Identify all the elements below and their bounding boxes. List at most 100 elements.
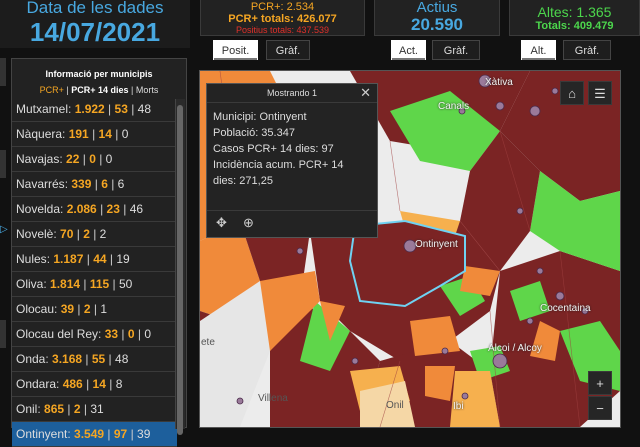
separator: :: [59, 152, 67, 166]
expand-arrow-icon[interactable]: ▷: [0, 224, 8, 235]
pcr-count: 39: [60, 302, 75, 316]
left-edge-tab: [0, 320, 6, 348]
tab-altes[interactable]: Alt.: [521, 40, 556, 60]
legend-sep: |: [128, 85, 136, 95]
municipality-list-panel: Informació per municipis PCR+ | PCR+ 14 …: [11, 58, 187, 447]
tab-actius[interactable]: Act.: [391, 40, 426, 60]
pcr14-count: 0: [127, 327, 135, 341]
pcr-count: 2.086: [66, 202, 97, 216]
separator: :: [60, 202, 67, 216]
pcr14-count: 14: [98, 127, 112, 141]
municipality-name: Onil: [16, 402, 38, 416]
pcr-count: 1.814: [50, 277, 81, 291]
separator: |: [79, 152, 90, 166]
separator: |: [64, 402, 74, 416]
list-item[interactable]: Mutxamel: 1.922 | 53 | 48: [12, 97, 177, 122]
left-edge-tab: [0, 150, 6, 178]
municipality-rows: Mutxamel: 1.922 | 53 | 48 Nàquera: 191 | …: [12, 97, 177, 447]
list-scroll-thumb[interactable]: [177, 105, 183, 435]
list-item[interactable]: Navarrés: 339 | 6 | 6: [12, 172, 177, 197]
list-item[interactable]: Oliva: 1.814 | 115 | 50: [12, 272, 177, 297]
pcr14-count: 55: [91, 352, 106, 366]
pcr14-count: 23: [106, 202, 120, 216]
separator: :: [45, 352, 53, 366]
separator: |: [91, 177, 102, 191]
pcr14-count: 2: [73, 402, 81, 416]
list-item[interactable]: Onda: 3.168 | 55 | 48: [12, 347, 177, 372]
separator: |: [111, 127, 122, 141]
municipality-name: Nàquera: [16, 127, 63, 141]
legend-sep: |: [63, 85, 72, 95]
separator: |: [95, 152, 106, 166]
deaths-count: 48: [115, 352, 129, 366]
positives-total: Positius totals: 437.539: [235, 25, 330, 35]
tab-positius[interactable]: Posit.: [213, 40, 258, 60]
map-label-onil: Onil: [386, 400, 404, 411]
legend-list-icon[interactable]: ☰: [588, 81, 612, 105]
home-icon[interactable]: ⌂: [560, 81, 584, 105]
list-item[interactable]: Ondara: 486 | 14 | 8: [12, 372, 177, 397]
municipality-name: Nules: [16, 252, 47, 266]
separator: |: [80, 402, 91, 416]
pan-icon[interactable]: ✥: [216, 215, 227, 230]
popup-title: Mostrando 1: [266, 88, 318, 98]
pcr14-count: 97: [113, 427, 128, 441]
tab-actius-graf[interactable]: Gràf.: [432, 40, 480, 60]
pcr-panel: PCR+: 2.534 PCR+ totals: 426.077 Positiu…: [200, 0, 365, 36]
map-label-villena: Villena: [258, 393, 288, 404]
deaths-count: 48: [137, 102, 152, 116]
deaths-count: 46: [129, 202, 144, 216]
separator: |: [134, 327, 145, 341]
zoom-in-button[interactable]: +: [588, 371, 612, 395]
separator: :: [98, 327, 105, 341]
pcr-today: PCR+: 2.534: [250, 1, 315, 13]
separator: |: [83, 252, 94, 266]
deaths-count: 19: [116, 252, 130, 266]
list-scrollbar[interactable]: [175, 99, 185, 435]
separator: |: [88, 127, 99, 141]
map-label-ontinyent: Ontinyent: [415, 239, 458, 250]
pcr14-count: 53: [114, 102, 128, 116]
popup-casos: Casos PCR+ 14 dies: 97: [213, 143, 334, 155]
municipality-name: Mutxamel: [16, 102, 69, 116]
zoom-to-icon[interactable]: ⊕: [243, 215, 254, 230]
close-icon[interactable]: ✕: [360, 85, 371, 100]
separator: :: [54, 302, 61, 316]
pcr-count: 865: [44, 402, 65, 416]
list-item[interactable]: Novelda: 2.086 | 23 | 46: [12, 197, 177, 222]
tab-pcr-graf[interactable]: Gràf.: [266, 40, 310, 60]
pcr14-count: 0: [89, 152, 96, 166]
separator: |: [104, 427, 114, 441]
list-item[interactable]: Nules: 1.187 | 44 | 19: [12, 247, 177, 272]
municipality-name: Oliva: [16, 277, 44, 291]
list-item[interactable]: Onil: 865 | 2 | 31: [12, 397, 177, 422]
popup-municipi: Municipi: Ontinyent: [213, 111, 307, 123]
municipality-name: Ontinyent: [16, 427, 68, 441]
deaths-count: 6: [117, 177, 125, 191]
deaths-count: 1: [100, 302, 108, 316]
actius-title: Actius: [416, 0, 458, 16]
altes-panel: Altes: 1.365 Totals: 409.479: [509, 0, 640, 36]
list-item[interactable]: Olocau del Rey: 33 | 0 | 0: [12, 322, 177, 347]
pcr-count: 22: [66, 152, 80, 166]
list-item[interactable]: Olocau: 39 | 2 | 1: [12, 297, 177, 322]
list-item[interactable]: Navajas: 22 | 0 | 0: [12, 147, 177, 172]
tab-altes-graf[interactable]: Gràf.: [563, 40, 611, 60]
zoom-out-button[interactable]: −: [588, 396, 612, 420]
municipality-name: Olocau del Rey: [16, 327, 99, 341]
pcr14-count: 2: [83, 227, 90, 241]
map-label-ibi: Ibi: [453, 401, 464, 412]
deaths-count: 0: [121, 127, 129, 141]
municipality-name: Ondara: [16, 377, 57, 391]
altes-total: Totals: 409.479: [535, 20, 614, 32]
pcr-count: 191: [68, 127, 89, 141]
separator: |: [82, 377, 93, 391]
separator: :: [67, 427, 75, 441]
list-item[interactable]: Novelè: 70 | 2 | 2: [12, 222, 177, 247]
pcr-count: 33: [104, 327, 119, 341]
list-item[interactable]: Nàquera: 191 | 14 | 0: [12, 122, 177, 147]
separator: |: [89, 227, 100, 241]
municipality-name: Navajas: [16, 152, 60, 166]
actius-value: 20.590: [411, 15, 463, 34]
municipality-name: Novelda: [16, 202, 61, 216]
